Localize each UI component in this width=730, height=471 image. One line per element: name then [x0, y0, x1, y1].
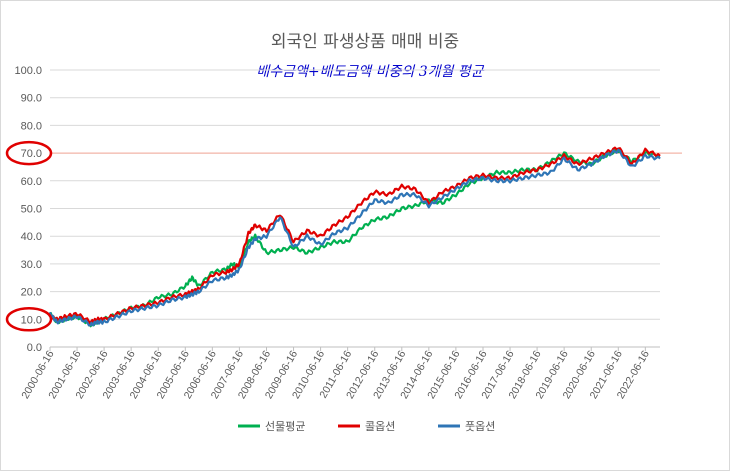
y-tick-label: 50.0 — [21, 204, 42, 216]
y-tick-label: 90.0 — [21, 93, 42, 105]
legend-item[interactable]: 콜옵션 — [338, 420, 395, 433]
y-tick-label: 0.0 — [27, 342, 42, 354]
highlight-circles — [5, 140, 53, 332]
series-lines — [48, 146, 661, 328]
chart-title: 외국인 파생상품 매매 비중 — [271, 32, 459, 52]
gridlines — [50, 69, 660, 348]
y-axis-ticks: 0.0 10.0 20.0 30.0 40.0 50.0 60.0 70.0 80.0 90.0 1… — [14, 65, 42, 354]
y-tick-label: 80.0 — [21, 120, 42, 132]
y-tick-label: 40.0 — [21, 231, 42, 243]
y-tick-label: 10.0 — [21, 314, 42, 326]
highlight-circle — [5, 140, 53, 166]
x-axis-ticks: 2000-06-162001-06-162002-06-162003-06-16… — [19, 347, 652, 401]
y-tick-label: 100.0 — [14, 65, 42, 77]
series-line-1 — [49, 149, 661, 328]
legend-item[interactable]: 풋옵션 — [438, 420, 495, 433]
legend-item[interactable]: 선물평균 — [238, 420, 305, 433]
highlight-circle — [5, 307, 53, 332]
y-tick-label: 60.0 — [21, 176, 42, 188]
chart-subtitle: 배수금액+배도금액 비중의 3개월 평균 — [256, 64, 484, 80]
legend-label: 선물평균 — [265, 420, 305, 433]
y-tick-label: 70.0 — [21, 148, 42, 160]
series-line-2 — [49, 146, 661, 325]
legend-label: 콜옵션 — [365, 420, 395, 433]
y-tick-label: 30.0 — [21, 259, 42, 271]
y-tick-label: 20.0 — [21, 287, 42, 299]
series-line-3 — [48, 148, 661, 327]
legend-label: 풋옵션 — [465, 420, 495, 433]
legend[interactable]: 선물평균 콜옵션 풋옵션 — [238, 420, 495, 433]
